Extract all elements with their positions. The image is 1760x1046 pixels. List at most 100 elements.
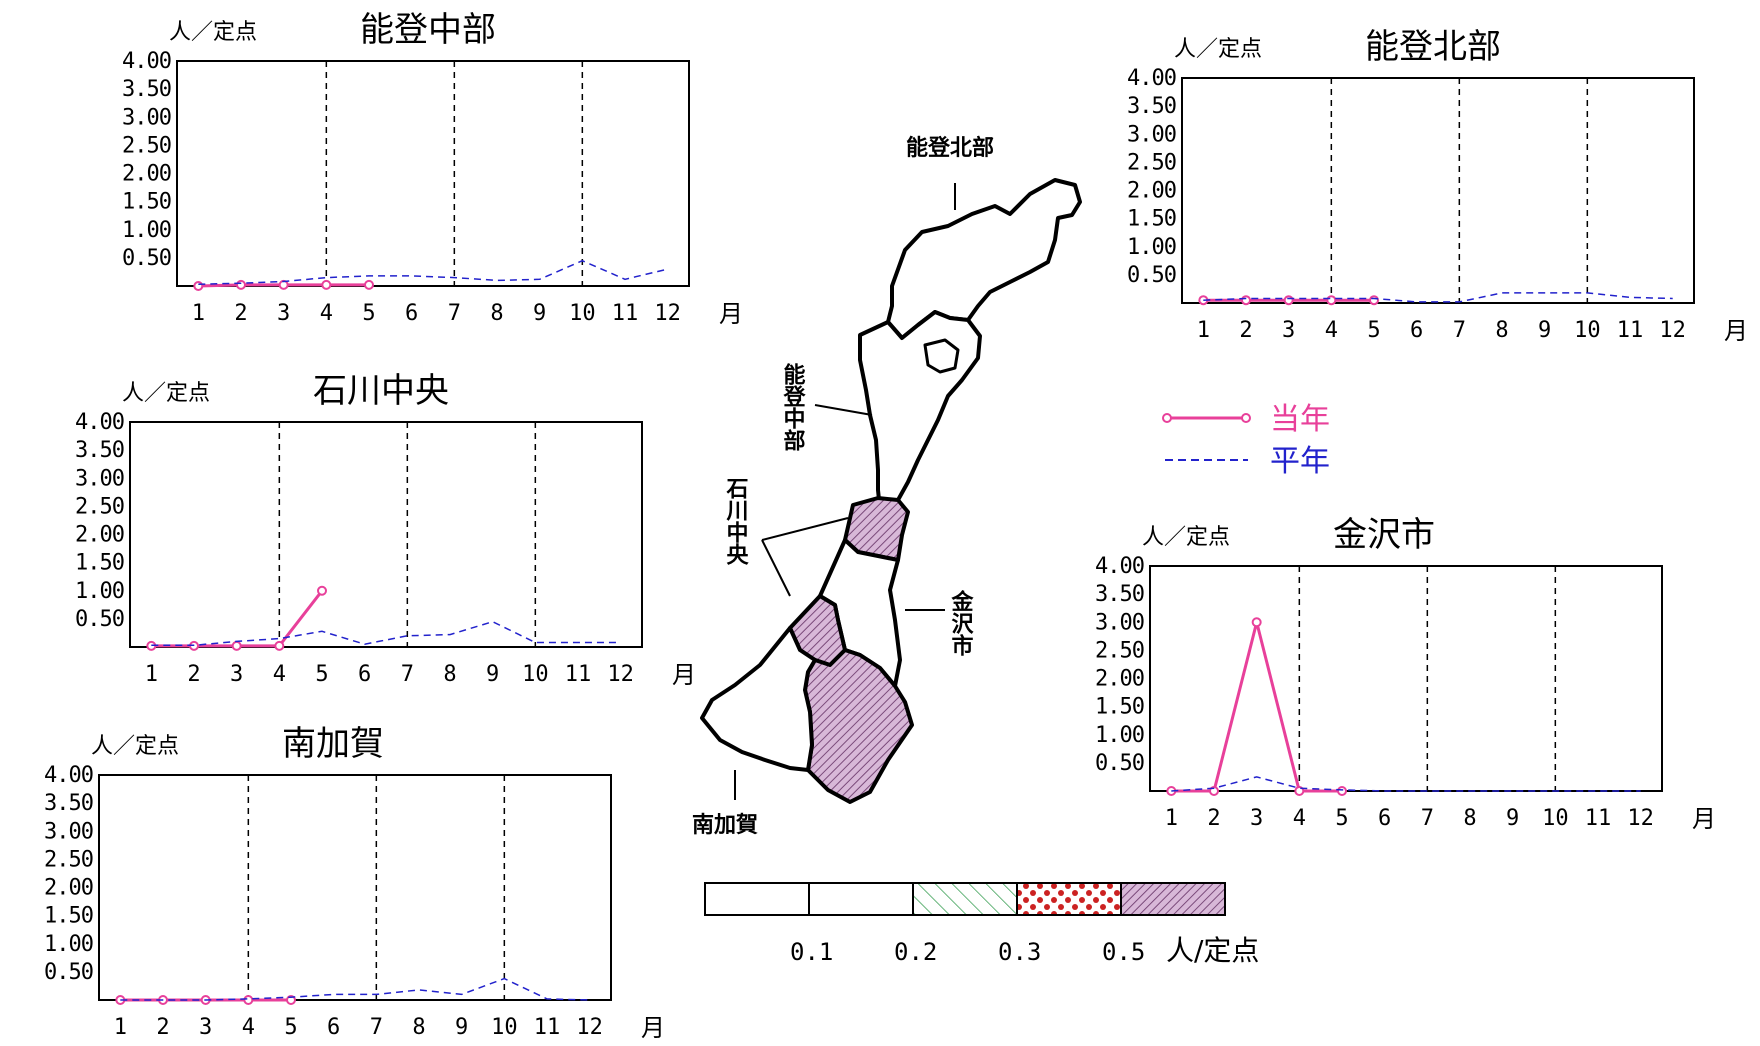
x-tick-label: 3: [1250, 806, 1263, 831]
x-axis-month-label: 月: [672, 661, 696, 689]
x-tick-label: 9: [486, 662, 499, 687]
y-tick-label: 0.50: [122, 246, 171, 271]
x-tick-label: 12: [607, 662, 634, 687]
chart-title: 石川中央: [313, 371, 449, 411]
plot-frame: [176, 60, 690, 287]
plot-frame: [98, 774, 612, 1001]
series-current-point: [364, 279, 374, 290]
y-tick-label: 1.00: [1095, 723, 1144, 748]
map-label-noto-chubu: 能登中部: [780, 362, 807, 451]
scale-tick-2: 0.2: [894, 938, 937, 966]
x-tick-label: 10: [491, 1015, 518, 1040]
x-tick-label: 9: [1538, 318, 1551, 343]
y-unit-label: 人／定点: [122, 381, 210, 406]
x-tick-label: 5: [1335, 806, 1348, 831]
x-tick-label: 7: [370, 1015, 383, 1040]
x-tick-label: 3: [199, 1015, 212, 1040]
series-average-line: [151, 620, 621, 647]
series-current-point: [1337, 786, 1347, 796]
x-tick-label: 6: [405, 301, 418, 326]
y-tick-label: 2.50: [75, 494, 124, 519]
plot-frame: [1149, 565, 1663, 792]
x-tick-label: 6: [327, 1015, 340, 1040]
x-tick-label: 7: [401, 662, 414, 687]
y-tick-label: 3.50: [1127, 94, 1176, 119]
series-current-point: [193, 281, 204, 291]
series-current-point: [1251, 617, 1262, 628]
x-tick-label: 1: [1165, 806, 1178, 831]
y-tick-label: 1.00: [75, 579, 124, 604]
chart-title: 金沢市: [1333, 515, 1435, 555]
y-tick-label: 1.00: [44, 932, 93, 957]
x-tick-label: 3: [230, 662, 243, 687]
y-tick-label: 3.00: [44, 819, 93, 844]
map-label-kanazawa: 金沢市: [948, 589, 975, 656]
y-unit-label: 人／定点: [91, 734, 179, 759]
y-tick-label: 3.50: [122, 77, 171, 102]
chart-title: 南加賀: [282, 724, 384, 764]
x-tick-label: 1: [192, 301, 205, 326]
x-tick-label: 4: [1325, 318, 1338, 343]
y-tick-label: 3.00: [75, 466, 124, 491]
y-tick-label: 4.00: [122, 49, 171, 74]
y-tick-label: 1.00: [1127, 235, 1176, 260]
map-label-noto-hokubu: 能登北部: [906, 135, 994, 161]
series-current-point: [274, 640, 285, 651]
leader-noto-chubu: [814, 404, 873, 416]
x-tick-label: 9: [1506, 806, 1519, 831]
x-tick-label: 2: [1239, 318, 1252, 343]
x-tick-label: 4: [320, 301, 333, 326]
y-tick-label: 2.00: [1095, 667, 1144, 692]
x-tick-label: 2: [1207, 806, 1220, 831]
y-tick-label: 2.00: [1127, 179, 1176, 204]
x-tick-label: 5: [1367, 318, 1380, 343]
map-label-ishikawa-chuo: 石川中央: [723, 477, 750, 566]
y-tick-label: 1.50: [122, 190, 171, 215]
scale-tick-1: 0.1: [790, 938, 833, 966]
x-tick-label: 1: [145, 662, 158, 687]
x-tick-label: 12: [654, 301, 681, 326]
series-current-point: [243, 995, 254, 1005]
x-tick-label: 2: [187, 662, 200, 687]
x-tick-label: 1: [114, 1015, 127, 1040]
y-tick-label: 4.00: [1127, 66, 1176, 91]
chart-noto-chubu: 4.003.503.002.502.001.501.000.501 2 3 4 5 6 7 8…: [122, 10, 743, 328]
series-current-point: [1326, 295, 1337, 306]
y-tick-label: 2.00: [75, 523, 124, 548]
scale-box-red-dots: [1016, 882, 1122, 916]
x-tick-label: 11: [534, 1015, 561, 1040]
scale-tick-3: 0.3: [998, 938, 1041, 966]
chart-title: 能登中部: [360, 10, 496, 50]
scale-unit: 人/定点: [1166, 934, 1259, 967]
y-unit-label: 人／定点: [1174, 37, 1262, 62]
map-label-minami-kaga: 南加賀: [692, 813, 758, 838]
y-tick-label: 2.50: [122, 133, 171, 158]
y-unit-label: 人／定点: [1142, 525, 1230, 550]
y-tick-label: 2.00: [122, 162, 171, 187]
x-tick-label: 2: [234, 301, 247, 326]
y-tick-label: 1.50: [1095, 695, 1144, 720]
x-tick-label: 5: [315, 662, 328, 687]
x-tick-label: 8: [1495, 318, 1508, 343]
series-average-line: [198, 259, 668, 286]
series-current-point: [317, 585, 327, 596]
x-tick-label: 7: [1421, 806, 1434, 831]
y-tick-label: 2.50: [44, 847, 93, 872]
series-average-line: [120, 977, 590, 1001]
series-current-point: [321, 279, 332, 290]
y-tick-label: 4.00: [75, 410, 124, 435]
map-region-minami-kaga-west: [700, 626, 817, 772]
x-axis-month-label: 月: [1692, 805, 1716, 833]
x-tick-label: 6: [358, 662, 371, 687]
series-current-point: [236, 279, 246, 290]
chart-minami-kaga: 4.003.503.002.502.001.501.000.501 2 3 4 5 6 7 8…: [44, 724, 665, 1042]
y-tick-label: 3.00: [122, 105, 171, 130]
y-tick-label: 1.50: [75, 551, 124, 576]
x-tick-label: 1: [1197, 318, 1210, 343]
x-tick-label: 3: [1282, 318, 1295, 343]
series-current-point: [231, 640, 242, 651]
x-tick-label: 4: [273, 662, 286, 687]
x-tick-label: 10: [522, 662, 549, 687]
y-tick-label: 1.50: [44, 904, 93, 929]
y-tick-label: 2.50: [1095, 638, 1144, 663]
